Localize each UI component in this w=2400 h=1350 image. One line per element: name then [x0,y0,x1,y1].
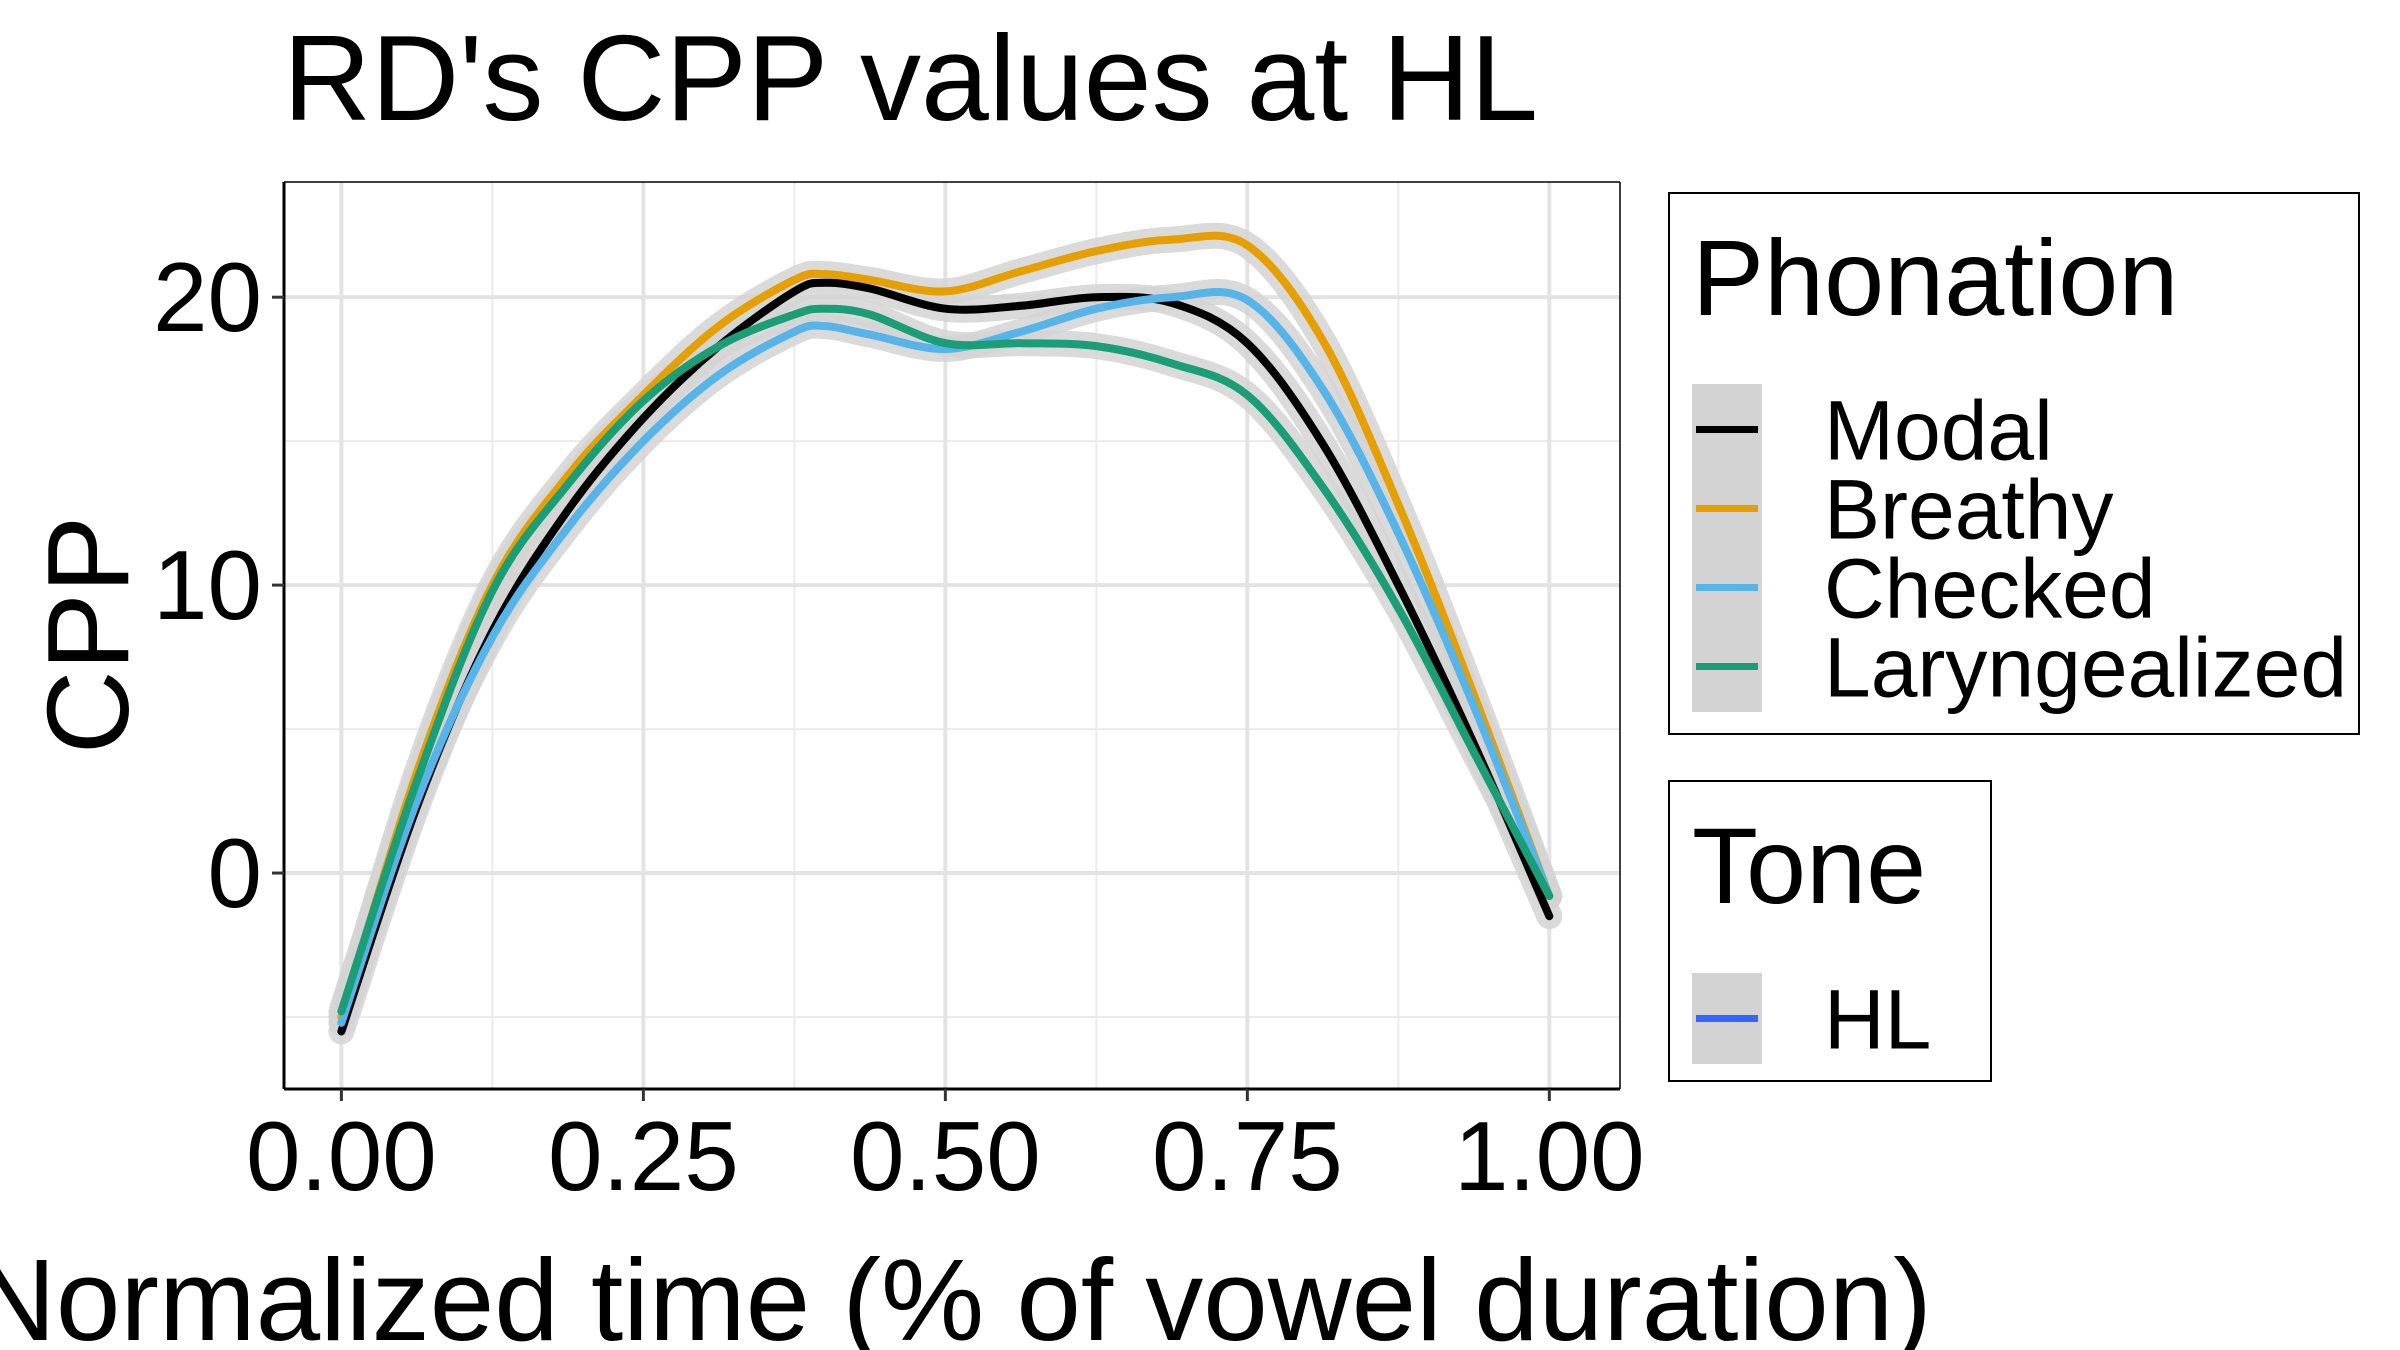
y-tick-label: 0 [207,818,262,928]
y-tick-label: 10 [153,530,262,640]
y-axis-title: CPP [23,516,153,755]
legend-label-modal: Modal [1824,384,2053,478]
x-tick-label: 1.00 [1454,1101,1645,1211]
y-axis-ticks: 0 10 20 [153,242,284,928]
x-tick-label: 0.25 [548,1101,739,1211]
line-checked [337,287,1554,1027]
legend-label-hl: HL [1824,973,1931,1067]
axis-lines [282,181,1621,1091]
legend-tone-items: HL [1692,973,1931,1067]
legend-phonation: Phonation ModalBreathyCheckedLaryngealiz… [1668,192,2360,735]
legend-phonation-title: Phonation [1692,217,2178,338]
x-tick-label: 0.50 [850,1101,1041,1211]
series-lines [337,231,1554,1036]
x-axis-title: Normalized time (% of vowel duration) [0,1235,1932,1350]
line-laryngealized [337,304,1554,1016]
chart-title: RD's CPP values at HL [283,10,1538,146]
legend-label-breathy: Breathy [1824,463,2114,557]
x-tick-label: 0.00 [246,1101,437,1211]
x-tick-label: 0.75 [1152,1101,1343,1211]
legend-phonation-box [1668,192,2360,735]
legend-key-background [1692,384,1762,712]
line-modal [337,278,1554,1036]
legend-tone: Tone HL [1668,780,1992,1082]
plot-panel [282,181,1621,1091]
y-tick-label: 20 [153,242,262,352]
legend-tone-title: Tone [1692,805,1926,926]
legend-label-laryngealized: Laryngealized [1824,621,2347,715]
legend-label-checked: Checked [1824,542,2156,636]
x-axis-ticks: 0.00 0.25 0.50 0.75 1.00 [246,1089,1645,1211]
